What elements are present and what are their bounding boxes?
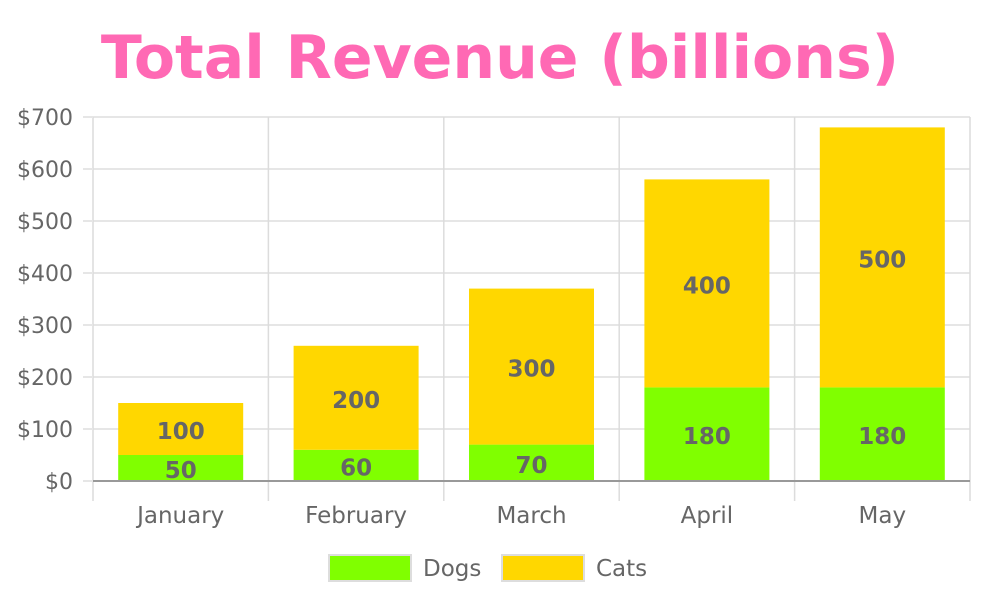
bar-dogs-march	[469, 444, 594, 481]
x-tick-label: March	[496, 503, 566, 529]
y-tick-label: $0	[45, 470, 73, 495]
x-tick-label: May	[859, 503, 907, 529]
legend-swatch-dogs	[328, 554, 412, 582]
x-tick-label: January	[135, 503, 224, 529]
legend-swatch-cats	[501, 554, 585, 582]
bar-cats-january	[118, 403, 244, 455]
data-label-dogs: 70	[515, 453, 547, 479]
bar-dogs-may	[819, 387, 945, 481]
x-tick-label: April	[681, 503, 734, 529]
data-label-cats: 500	[858, 247, 906, 273]
y-tick-label: $500	[17, 210, 73, 235]
axes: $0 $100 $200 $300 $400 $500 $600 $700 January Feb…	[17, 106, 970, 529]
x-tick-label: February	[305, 503, 407, 529]
legend-label-dogs: Dogs	[423, 556, 481, 582]
bar-cats-april	[644, 179, 770, 388]
y-tick-label: $400	[17, 262, 73, 287]
data-label-dogs: 60	[340, 455, 372, 481]
data-label-dogs: 180	[858, 424, 906, 450]
y-tick-label: $200	[17, 366, 73, 391]
y-tick-label: $300	[17, 314, 73, 339]
data-label-dogs: 50	[165, 458, 197, 484]
y-tick-label: $700	[17, 106, 73, 131]
bar-cats-march	[469, 288, 594, 445]
y-tick-label: $100	[17, 418, 73, 443]
data-label-cats: 300	[507, 357, 555, 383]
bar-cats-february	[293, 345, 419, 450]
legend-label-cats: Cats	[596, 556, 647, 582]
bar-dogs-april	[644, 387, 770, 481]
bar-dogs-january	[118, 455, 244, 481]
data-label-dogs: 180	[683, 424, 731, 450]
data-label-cats: 400	[683, 273, 731, 299]
chart-title: Total Revenue (billions)	[100, 23, 900, 93]
legend: Dogs Cats	[328, 554, 647, 582]
data-label-cats: 100	[157, 419, 205, 445]
y-tick-label: $600	[17, 158, 73, 183]
data-label-cats: 200	[332, 388, 380, 414]
bar-dogs-february	[293, 449, 419, 481]
bar-cats-may	[819, 127, 945, 388]
data-labels: 50 100 60 200 70 300 180 400 180 500	[157, 247, 907, 484]
bars	[118, 127, 945, 481]
